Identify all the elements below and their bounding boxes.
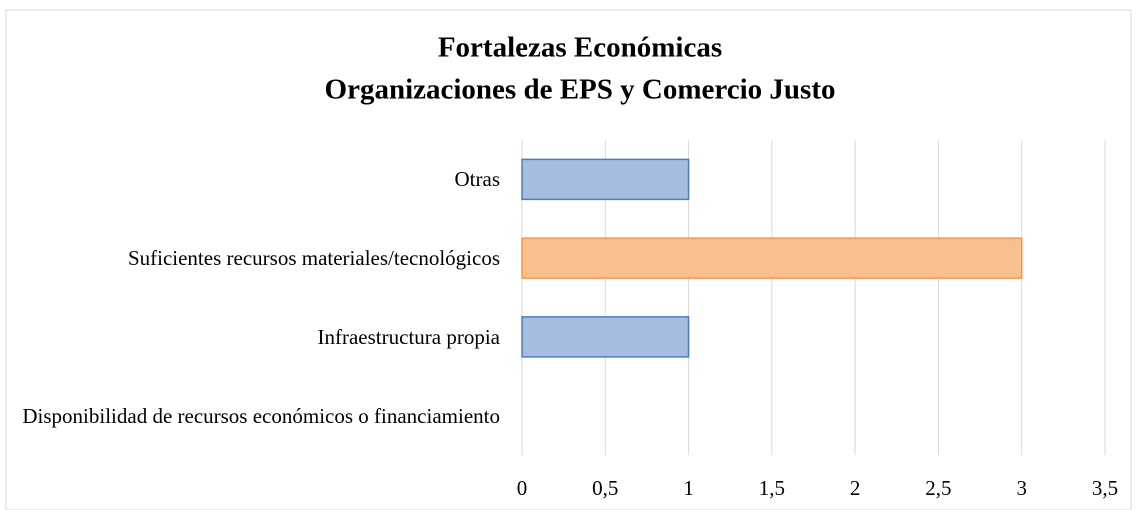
x-tick-label: 0: [517, 476, 528, 500]
bar: [521, 158, 690, 201]
y-tick-label: Infraestructura propia: [317, 324, 501, 349]
y-tick-label: Disponibilidad de recursos económicos o …: [22, 403, 500, 428]
x-tick-label: 1,5: [759, 476, 785, 500]
chart-subtitle: Organizaciones de EPS y Comercio Justo: [325, 74, 836, 106]
x-tick-label: 2,5: [925, 476, 951, 500]
x-tick-label: 3: [1016, 476, 1027, 500]
chart-title: Fortalezas Económicas: [438, 32, 722, 64]
x-tick-label: 0,5: [592, 476, 618, 500]
x-tick-label: 2: [850, 476, 861, 500]
y-tick-label: Suficientes recursos materiales/tecnológ…: [127, 246, 500, 271]
chart-border: [5, 9, 1132, 510]
y-tick-label: Otras: [454, 167, 501, 192]
x-tick-label: 1: [683, 476, 694, 500]
bar: [521, 316, 690, 358]
x-tick-label: 3,5: [1092, 476, 1118, 500]
bar: [521, 237, 1023, 279]
